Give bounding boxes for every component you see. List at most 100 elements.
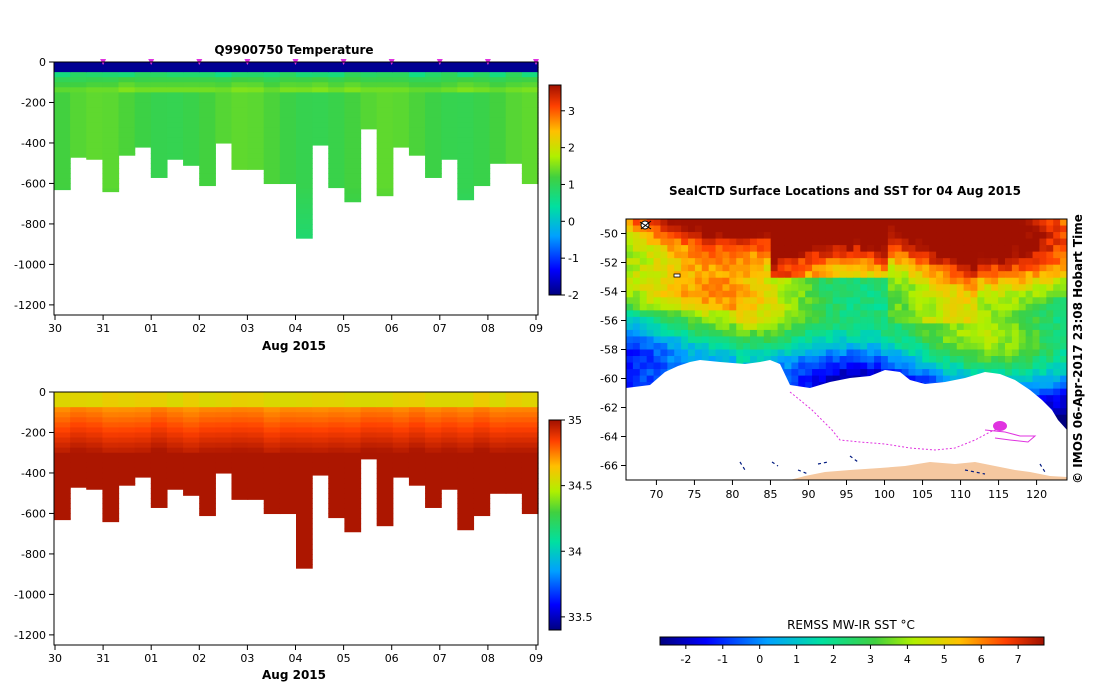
- profile-cell: [441, 142, 458, 149]
- map-y-tick-label: -60: [600, 373, 618, 386]
- sst-cell: [626, 297, 634, 305]
- sst-cell: [756, 349, 765, 357]
- sst-cell: [660, 219, 668, 227]
- sst-cell: [1011, 303, 1020, 311]
- profile-cell: [296, 198, 313, 205]
- sst-cell: [1060, 264, 1067, 272]
- sst-cell: [722, 356, 730, 364]
- profile-cell: [505, 148, 523, 154]
- sst-cell: [1060, 362, 1067, 370]
- profile-cell: [166, 112, 184, 119]
- sst-colorbar-label: REMSS MW-IR SST °C: [787, 618, 915, 632]
- sst-cell: [784, 375, 792, 383]
- sst-cell: [1011, 271, 1020, 279]
- sst-cell: [770, 336, 779, 344]
- profile-cell: [425, 163, 442, 169]
- sst-cell: [756, 342, 765, 351]
- profile-cell: [521, 397, 539, 403]
- profile-cell: [408, 402, 426, 408]
- sst-cell: [1004, 284, 1013, 292]
- profile-cell: [328, 122, 345, 129]
- profile-cell: [118, 117, 136, 124]
- profile-cell: [263, 72, 281, 78]
- profile-cell: [392, 67, 410, 73]
- sst-cell: [984, 245, 992, 253]
- sst-cell: [984, 284, 992, 292]
- profile-cell: [408, 137, 426, 144]
- profile-cell: [70, 72, 87, 78]
- sst-cell: [1025, 219, 1034, 227]
- sst-cell: [956, 329, 965, 337]
- profile-cell: [344, 467, 362, 474]
- sst-cell: [722, 336, 730, 344]
- sst-cell: [701, 310, 710, 318]
- profile-cell: [473, 132, 491, 139]
- sst-cell: [956, 316, 965, 324]
- sst-cell: [936, 310, 944, 318]
- sst-cell: [977, 251, 985, 259]
- profile-cell: [70, 392, 87, 398]
- sst-cell: [1032, 245, 1040, 253]
- sst-cell: [1053, 382, 1061, 390]
- profile-cell: [489, 142, 507, 149]
- profile-cell: [215, 77, 233, 83]
- profile-column: [118, 62, 136, 156]
- sst-cell: [798, 284, 806, 292]
- profile-cell: [376, 472, 394, 479]
- sst-cell: [708, 356, 717, 364]
- sst-cell: [674, 323, 682, 331]
- profile-cell: [376, 442, 394, 449]
- profile-cell: [344, 432, 362, 439]
- sst-cell: [715, 251, 723, 259]
- sst-cell: [681, 297, 689, 305]
- profile-cell: [54, 503, 71, 509]
- sst-cell: [694, 303, 703, 311]
- sst-cell: [998, 251, 1006, 259]
- sst-cell: [818, 225, 827, 233]
- sst-cell: [936, 336, 944, 344]
- sst-cell: [874, 362, 882, 370]
- sst-cell: [1039, 245, 1047, 253]
- sst-cell: [901, 264, 910, 272]
- profile-cell: [102, 142, 120, 149]
- profile-cell: [166, 467, 184, 474]
- sst-cell: [887, 303, 896, 311]
- sst-cell: [743, 238, 751, 246]
- sst-cell: [667, 258, 675, 266]
- profile-cell: [166, 153, 184, 159]
- profile-cell: [118, 92, 136, 99]
- profile-column: [376, 392, 394, 527]
- sst-cell: [1011, 349, 1020, 357]
- profile-cell: [408, 117, 426, 124]
- profile-cell: [473, 77, 491, 83]
- profile-cell: [392, 437, 410, 444]
- profile-cell: [296, 77, 313, 83]
- sst-cell: [1004, 290, 1013, 298]
- profile-cell: [118, 82, 136, 88]
- profile-cell: [392, 457, 410, 464]
- sst-cell: [929, 369, 937, 377]
- sst-cell: [963, 323, 972, 331]
- profile-cell: [54, 178, 71, 185]
- sst-cell: [736, 356, 744, 364]
- sst-cell: [853, 369, 861, 377]
- profile-cell: [231, 493, 249, 499]
- profile-cell: [247, 462, 265, 469]
- sst-cell: [646, 284, 655, 292]
- sst-cell: [805, 349, 813, 357]
- sst-cell: [1060, 316, 1067, 324]
- profile-cell: [199, 437, 216, 444]
- sst-cell: [818, 342, 827, 351]
- profile-cell: [344, 523, 362, 530]
- profile-cell: [328, 77, 345, 83]
- sst-cell: [722, 323, 730, 331]
- sst-cell: [922, 219, 930, 227]
- sst-cell: [791, 219, 799, 227]
- sst-cell: [646, 290, 655, 298]
- sst-cell: [743, 342, 751, 351]
- sst-cell: [818, 329, 827, 337]
- sst-cell: [832, 375, 841, 383]
- profile-cell: [425, 107, 442, 114]
- profile-cell: [247, 467, 265, 474]
- profile-cell: [521, 462, 539, 469]
